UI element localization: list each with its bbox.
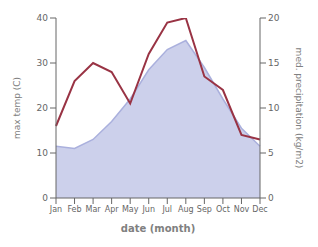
svg-text:20: 20: [268, 13, 280, 23]
svg-text:5: 5: [268, 148, 274, 158]
svg-text:10: 10: [37, 148, 49, 158]
svg-text:Oct: Oct: [216, 205, 230, 214]
svg-text:Dec: Dec: [252, 205, 267, 214]
svg-text:Jan: Jan: [49, 205, 62, 214]
svg-text:Feb: Feb: [67, 205, 81, 214]
svg-text:Jul: Jul: [161, 205, 172, 214]
svg-text:0: 0: [268, 193, 274, 203]
svg-text:40: 40: [37, 13, 49, 23]
svg-text:Sep: Sep: [197, 205, 212, 214]
svg-text:May: May: [122, 205, 139, 214]
svg-text:30: 30: [37, 58, 49, 68]
svg-text:med. precipitation (kg/m2): med. precipitation (kg/m2): [294, 48, 304, 169]
svg-text:20: 20: [37, 103, 49, 113]
svg-text:Nov: Nov: [234, 205, 250, 214]
svg-text:Apr: Apr: [105, 205, 120, 214]
svg-text:0: 0: [42, 193, 48, 203]
svg-text:15: 15: [268, 58, 279, 68]
svg-text:date (month): date (month): [121, 223, 195, 234]
svg-text:max temp (C): max temp (C): [12, 77, 22, 139]
svg-text:10: 10: [268, 103, 280, 113]
svg-text:Mar: Mar: [86, 205, 102, 214]
svg-text:Jun: Jun: [141, 205, 155, 214]
svg-text:Aug: Aug: [178, 205, 194, 214]
